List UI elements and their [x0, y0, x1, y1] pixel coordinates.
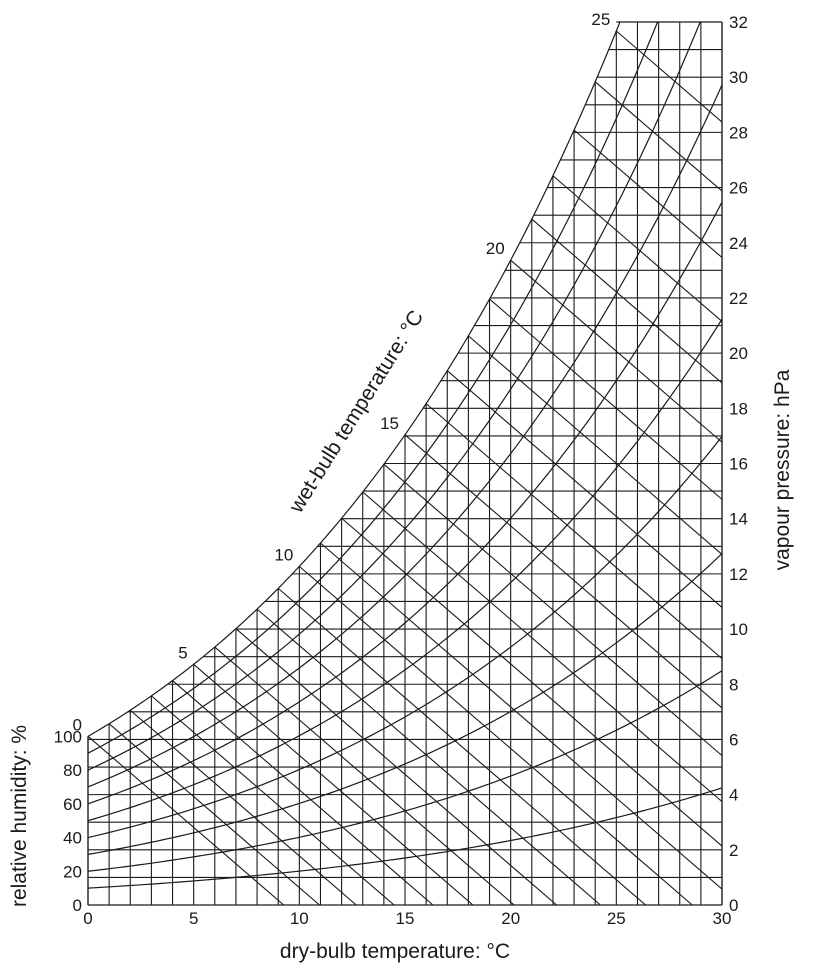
right-tick-label: 30 [729, 68, 748, 87]
right-axis-title: vapour pressure: hPa [771, 369, 794, 570]
right-tick-label: 12 [729, 565, 748, 584]
right-tick-label: 18 [729, 399, 748, 418]
right-tick-label: 24 [729, 234, 748, 253]
x-tick-label: 25 [607, 909, 626, 928]
rh-tick-label: 20 [63, 862, 82, 881]
relative-humidity-curve [87, 787, 723, 889]
wet-bulb-line [446, 370, 723, 608]
wet-bulb-line [594, 81, 723, 192]
x-tick-label: 15 [396, 909, 415, 928]
right-tick-label: 10 [729, 620, 748, 639]
x-tick-label: 0 [83, 909, 92, 928]
x-tick-label: 30 [713, 909, 732, 928]
wet-bulb-line [489, 298, 723, 500]
right-tick-label: 22 [729, 289, 748, 308]
left-axis-title: relative humidity: % [8, 725, 31, 907]
relative-humidity-curve [87, 21, 659, 754]
wet-bulb-line [383, 463, 723, 757]
rh-tick-label: 80 [63, 761, 82, 780]
rh-tick-label: 0 [73, 896, 82, 915]
wet-bulb-axis-title: wet-bulb temperature: °C [284, 306, 428, 517]
right-tick-label: 28 [729, 123, 748, 142]
grid-layer [87, 21, 723, 906]
wet-bulb-line [129, 709, 357, 906]
x-tick-label: 10 [290, 909, 309, 928]
right-tick-label: 20 [729, 344, 748, 363]
wet-bulb-line [362, 491, 723, 803]
wet-bulb-line [277, 587, 646, 906]
wet-bulb-line [256, 608, 601, 906]
wet-bulb-line [320, 542, 723, 890]
right-tick-label: 2 [729, 841, 738, 860]
wet-bulb-line [341, 517, 723, 847]
right-tick-label: 26 [729, 179, 748, 198]
wet-bulb-line [510, 259, 723, 443]
relative-humidity-curve [87, 436, 723, 839]
wet-bulb-label: 15 [380, 414, 399, 433]
wet-bulb-label: 10 [274, 545, 293, 564]
wet-bulb-line [87, 735, 285, 906]
right-tick-label: 0 [729, 896, 738, 915]
curve-layer [87, 21, 723, 906]
saturation-curve [87, 21, 621, 737]
x-tick-label: 5 [189, 909, 198, 928]
relative-humidity-curve [87, 84, 723, 788]
wet-bulb-line [172, 680, 434, 906]
right-tick-label: 32 [729, 13, 748, 32]
right-tick-label: 4 [729, 786, 738, 805]
wet-bulb-line [298, 565, 693, 906]
tick-layer: 0 5 10 15 20 25 300246810121416182022242628303… [54, 10, 748, 928]
wet-bulb-line [615, 30, 723, 123]
wet-bulb-label: 25 [591, 10, 610, 29]
wet-bulb-line [425, 403, 723, 660]
right-tick-label: 6 [729, 730, 738, 749]
relative-humidity-curve [87, 553, 723, 855]
wet-bulb-line [404, 434, 723, 709]
right-tick-label: 16 [729, 455, 748, 474]
wet-bulb-line [531, 218, 723, 384]
wet-bulb-line [573, 129, 723, 258]
relative-humidity-curve [87, 670, 723, 872]
rh-tick-label: 100 [54, 727, 82, 746]
wet-bulb-line [214, 646, 515, 906]
wet-bulb-line [108, 723, 320, 906]
wet-bulb-label: 0 [73, 715, 82, 734]
relative-humidity-curve [87, 21, 701, 771]
relative-humidity-curve [87, 318, 723, 822]
relative-humidity-curve [87, 201, 723, 805]
wet-bulb-label: 20 [486, 239, 505, 258]
wet-bulb-line [468, 335, 723, 555]
wet-bulb-line [193, 663, 474, 906]
right-tick-label: 14 [729, 510, 748, 529]
rh-tick-label: 60 [63, 795, 82, 814]
x-tick-label: 20 [501, 909, 520, 928]
wet-bulb-label: 5 [178, 643, 187, 662]
wet-bulb-line [151, 695, 395, 906]
rh-tick-label: 40 [63, 829, 82, 848]
wet-bulb-line [552, 175, 723, 322]
x-axis-title: dry-bulb temperature: °C [280, 940, 510, 963]
right-tick-label: 8 [729, 675, 738, 694]
